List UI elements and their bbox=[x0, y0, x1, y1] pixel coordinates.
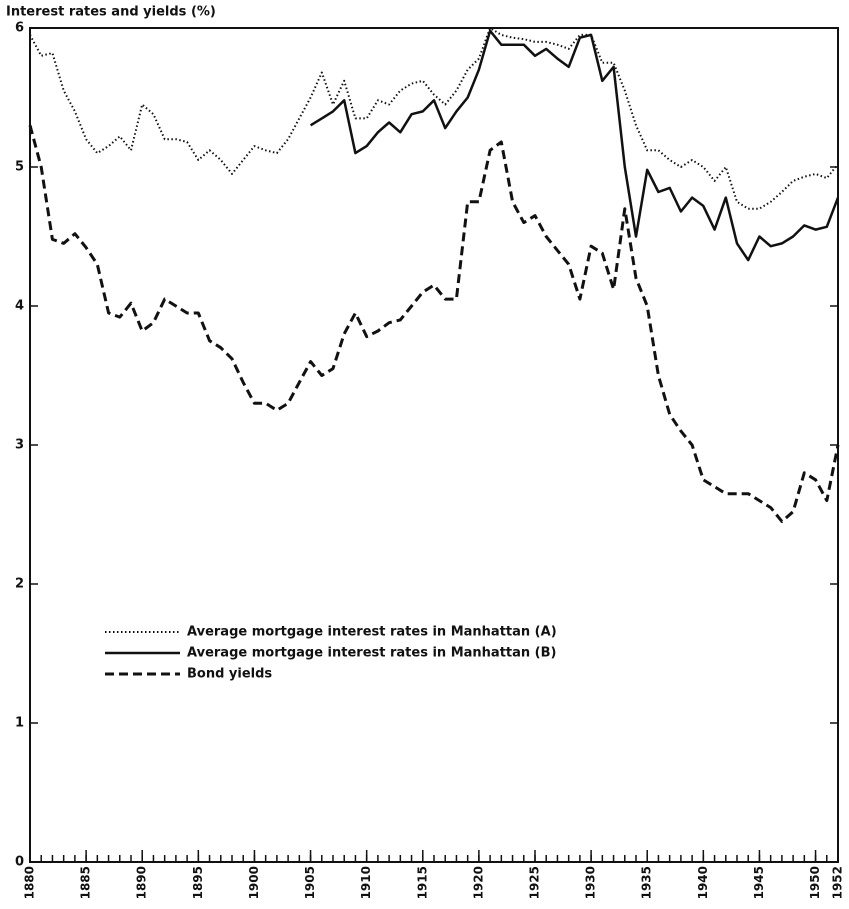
x-tick-label: 1885 bbox=[79, 866, 93, 899]
x-tick-label: 1952 bbox=[831, 866, 845, 899]
legend-label: Average mortgage interest rates in Manha… bbox=[187, 625, 557, 640]
x-tick-label: 1925 bbox=[528, 866, 542, 899]
x-tick-label: 1910 bbox=[359, 866, 373, 899]
x-tick-label: 1930 bbox=[584, 866, 598, 899]
legend-label: Average mortgage interest rates in Manha… bbox=[187, 646, 556, 661]
legend-label: Bond yields bbox=[187, 667, 272, 682]
series-line bbox=[28, 124, 840, 523]
x-tick-label: 1950 bbox=[808, 866, 822, 899]
x-tick-label: 1915 bbox=[415, 866, 429, 899]
chart-title: Interest rates and yields (%) bbox=[6, 5, 216, 20]
x-tick-label: 1935 bbox=[640, 866, 654, 899]
x-tick-label: 1890 bbox=[135, 866, 149, 899]
x-tick-label: 1880 bbox=[23, 866, 37, 899]
y-tick-label: 0 bbox=[15, 855, 24, 870]
x-tick-label: 1920 bbox=[471, 866, 485, 899]
y-tick-label: 3 bbox=[15, 438, 24, 453]
x-tick-label: 1945 bbox=[752, 866, 766, 899]
x-tick-label: 1895 bbox=[191, 866, 205, 899]
series-line bbox=[29, 27, 839, 210]
x-tick-label: 1905 bbox=[303, 866, 317, 899]
y-tick-label: 4 bbox=[15, 299, 24, 314]
x-tick-label: 1940 bbox=[696, 866, 710, 899]
series-line bbox=[309, 29, 840, 262]
y-tick-label: 6 bbox=[15, 21, 24, 36]
y-tick-label: 1 bbox=[15, 716, 24, 731]
x-tick-label: 1900 bbox=[247, 866, 261, 899]
plot-frame bbox=[29, 27, 839, 863]
y-tick-label: 5 bbox=[15, 160, 24, 175]
y-tick-label: 2 bbox=[15, 577, 24, 592]
